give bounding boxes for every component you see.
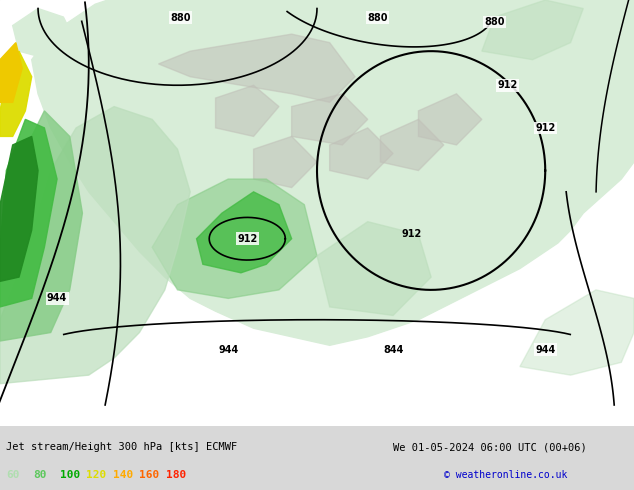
- Text: 912: 912: [237, 234, 257, 244]
- Text: 944: 944: [535, 344, 555, 355]
- Text: 944: 944: [218, 344, 238, 355]
- Polygon shape: [0, 51, 32, 136]
- Text: 844: 844: [383, 344, 403, 355]
- Text: 180: 180: [166, 470, 186, 480]
- Polygon shape: [482, 0, 583, 60]
- Text: 912: 912: [535, 123, 555, 133]
- Text: 880: 880: [484, 17, 505, 27]
- Polygon shape: [158, 34, 355, 102]
- Polygon shape: [0, 120, 57, 307]
- Polygon shape: [330, 128, 393, 179]
- Text: We 01-05-2024 06:00 UTC (00+06): We 01-05-2024 06:00 UTC (00+06): [393, 442, 587, 452]
- Polygon shape: [152, 179, 317, 298]
- Text: 100: 100: [60, 470, 80, 480]
- Polygon shape: [0, 111, 82, 341]
- Polygon shape: [380, 120, 444, 171]
- Text: 80: 80: [33, 470, 46, 480]
- Polygon shape: [13, 8, 76, 60]
- Polygon shape: [216, 85, 279, 136]
- Polygon shape: [32, 0, 634, 345]
- Polygon shape: [317, 221, 431, 316]
- Polygon shape: [0, 136, 38, 281]
- Text: Jet stream/Height 300 hPa [kts] ECMWF: Jet stream/Height 300 hPa [kts] ECMWF: [6, 442, 238, 452]
- Polygon shape: [292, 94, 368, 145]
- Polygon shape: [0, 43, 22, 102]
- Polygon shape: [254, 136, 317, 188]
- Text: 140: 140: [113, 470, 133, 480]
- Text: 60: 60: [6, 470, 20, 480]
- Polygon shape: [418, 94, 482, 145]
- Text: 160: 160: [139, 470, 160, 480]
- Text: 120: 120: [86, 470, 107, 480]
- Polygon shape: [520, 290, 634, 375]
- Text: 880: 880: [171, 13, 191, 23]
- Text: 912: 912: [402, 229, 422, 240]
- Polygon shape: [0, 107, 190, 384]
- Polygon shape: [273, 0, 355, 43]
- Text: 912: 912: [497, 80, 517, 90]
- Polygon shape: [197, 192, 292, 273]
- Text: © weatheronline.co.uk: © weatheronline.co.uk: [444, 470, 567, 480]
- Text: 880: 880: [367, 13, 387, 23]
- Text: 944: 944: [47, 294, 67, 303]
